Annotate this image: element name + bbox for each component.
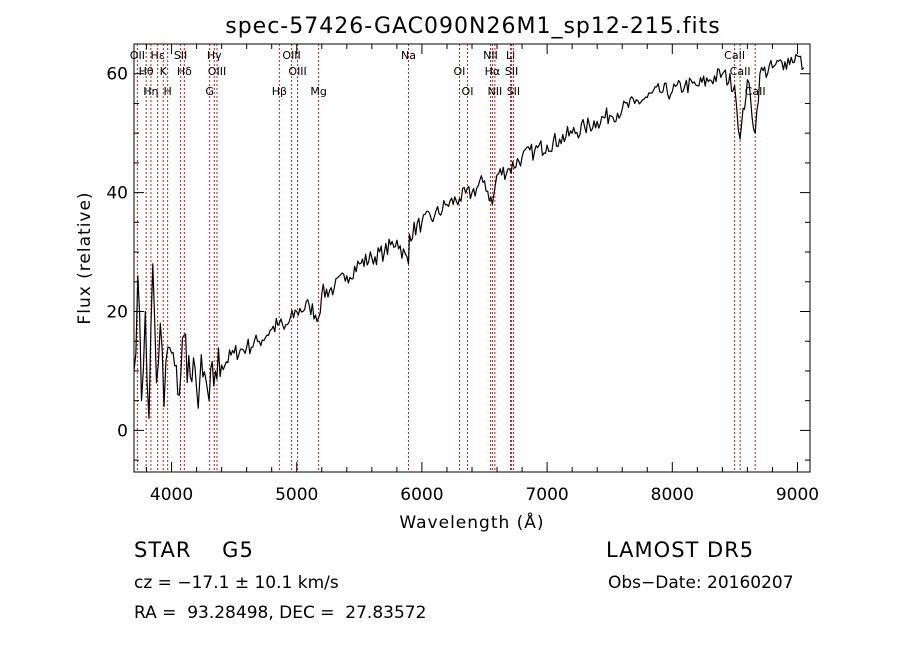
x-tick-label: 6000 bbox=[400, 485, 443, 505]
x-axis: 4000 5000 6000 7000 8000 9000 bbox=[146, 44, 819, 505]
line-marker-label: SII bbox=[507, 85, 520, 98]
line-marker-label: Hα bbox=[485, 65, 501, 78]
line-marker-label: Hγ bbox=[207, 49, 222, 62]
line-marker-label: Hβ bbox=[272, 85, 287, 98]
object-class: STAR G5 bbox=[134, 538, 254, 562]
y-tick-label: 0 bbox=[117, 421, 128, 441]
x-tick-label: 8000 bbox=[651, 485, 694, 505]
y-tick-label: 60 bbox=[106, 65, 128, 85]
y-tick-label: 40 bbox=[106, 184, 128, 204]
spectrum-line bbox=[133, 53, 805, 420]
line-marker-label: OII bbox=[130, 49, 145, 62]
line-marker-label: OI bbox=[462, 85, 474, 98]
line-marker-label: Mg bbox=[310, 85, 326, 98]
ra-dec-coordinates: RA = 93.28498, DEC = 27.83572 bbox=[134, 603, 427, 623]
survey-name: LAMOST DR5 bbox=[606, 538, 755, 562]
y-tick-label: 20 bbox=[106, 303, 128, 323]
chart-title: spec-57426-GAC090N26M1_sp12-215.fits bbox=[225, 14, 721, 39]
line-markers bbox=[136, 44, 756, 472]
line-marker-label: Hη bbox=[143, 85, 158, 98]
line-marker-label: OI bbox=[454, 65, 466, 78]
line-marker-label: H bbox=[164, 85, 172, 98]
x-tick-label: 9000 bbox=[776, 485, 819, 505]
line-marker-label: CaII bbox=[724, 49, 745, 62]
line-marker-label: CaII bbox=[730, 65, 751, 78]
line-marker-label: CaII bbox=[745, 85, 766, 98]
x-axis-label: Wavelength (Å) bbox=[399, 511, 544, 533]
y-axis: 0 20 40 60 bbox=[106, 43, 810, 461]
line-labels: OIIHθHηHεKHSIIHδGHγOIIIHβOIIIOIIIMgNaOIO… bbox=[130, 49, 766, 98]
observation-date: Obs−Date: 20160207 bbox=[608, 573, 794, 593]
line-marker-label: OIII bbox=[282, 49, 300, 62]
line-marker-label: SII bbox=[174, 49, 187, 62]
x-tick-label: 5000 bbox=[275, 485, 318, 505]
line-marker-label: Hθ bbox=[139, 65, 154, 78]
redshift-cz: cz = −17.1 ± 10.1 km/s bbox=[134, 573, 339, 593]
line-marker-label: OIII bbox=[208, 65, 226, 78]
line-marker-label: G bbox=[205, 85, 214, 98]
line-marker-label: Li bbox=[506, 49, 515, 62]
line-marker-label: Hε bbox=[151, 49, 165, 62]
line-marker-label: NII bbox=[483, 49, 498, 62]
line-marker-label: OIII bbox=[288, 65, 306, 78]
line-marker-label: Na bbox=[401, 49, 416, 62]
line-marker-label: SII bbox=[505, 65, 518, 78]
line-marker-label: Hδ bbox=[177, 65, 192, 78]
y-axis-label: Flux (relative) bbox=[75, 191, 95, 324]
line-marker-label: NII bbox=[488, 85, 503, 98]
plot-frame bbox=[133, 43, 811, 473]
x-tick-label: 4000 bbox=[150, 485, 193, 505]
line-marker-label: K bbox=[160, 65, 168, 78]
x-tick-label: 7000 bbox=[525, 485, 568, 505]
